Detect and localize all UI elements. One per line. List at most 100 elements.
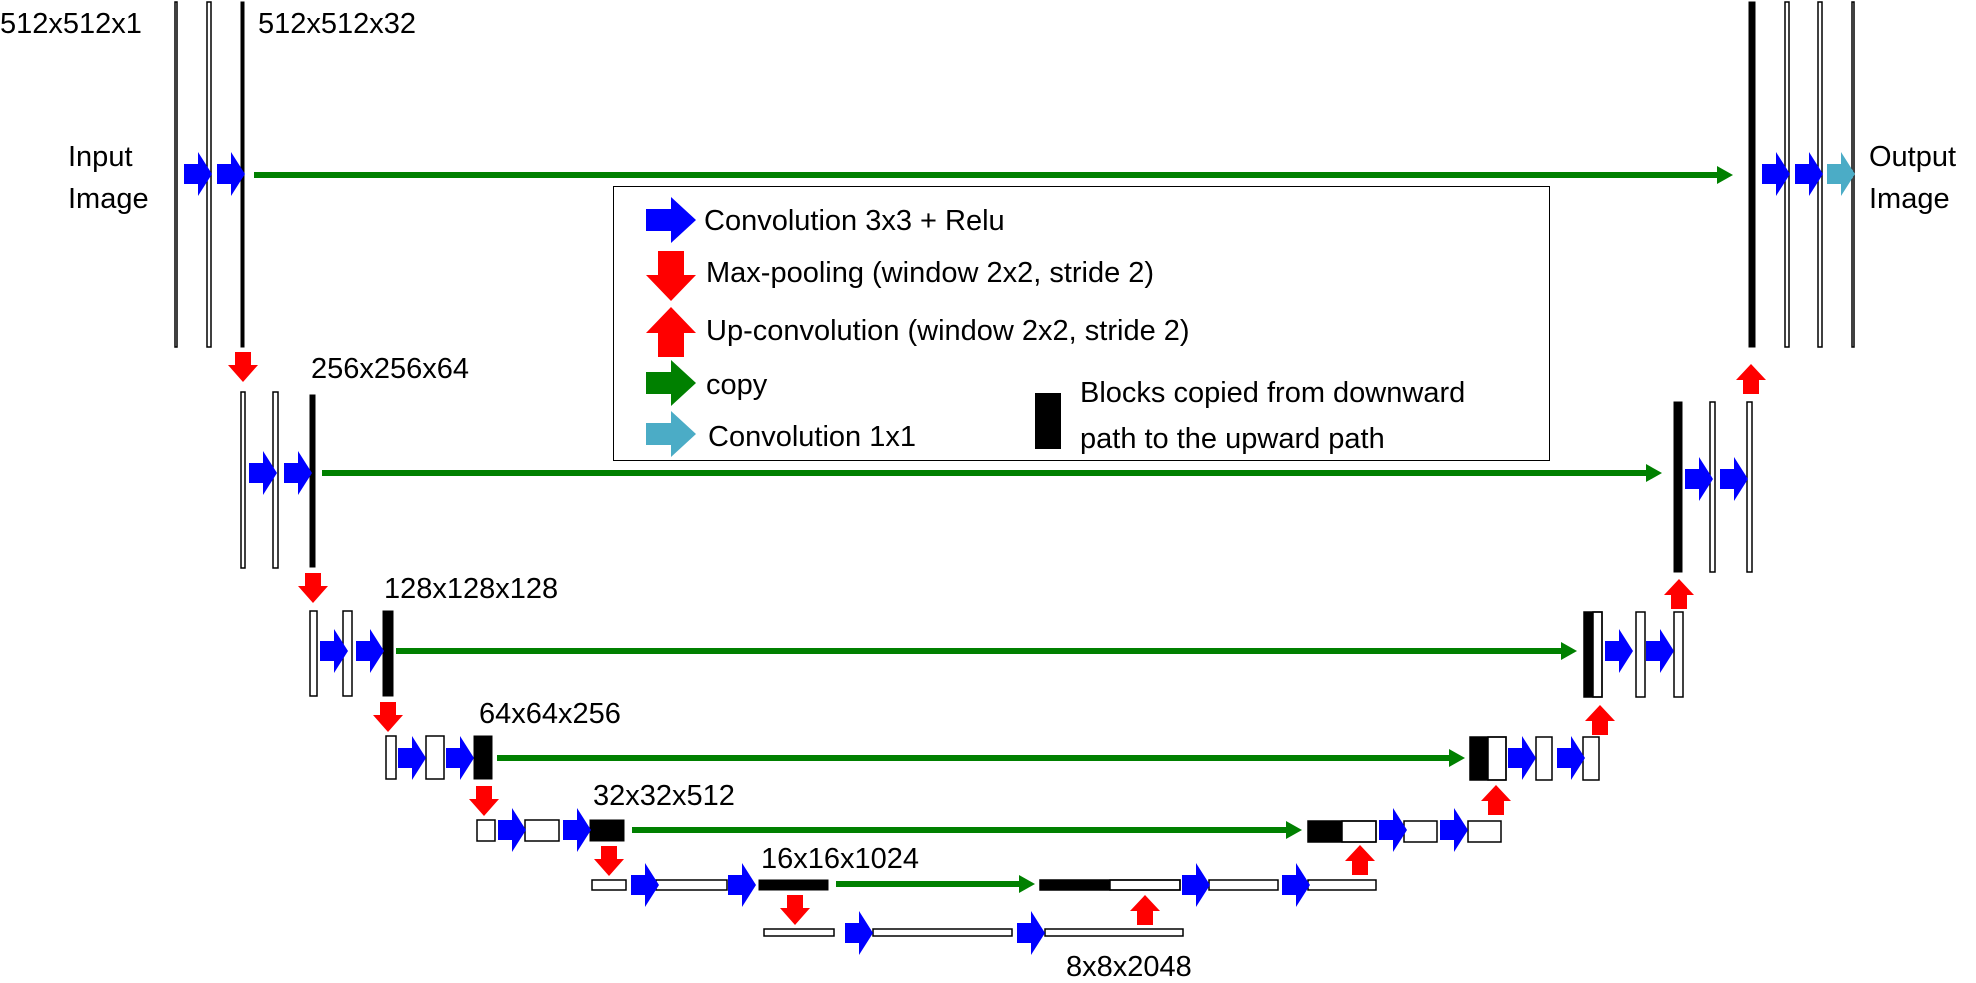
l2-up-conv-arrow-2 xyxy=(1720,457,1748,501)
maxpool-arrow-6 xyxy=(780,895,810,925)
l4-copy-arrow-head xyxy=(1449,749,1465,767)
level4-size-label: 64x64x256 xyxy=(479,698,621,730)
l3-pooled-block xyxy=(309,610,318,697)
l3-conv-arrow-2 xyxy=(356,629,384,673)
l1-input-block xyxy=(174,1,178,348)
level5-size-label: 32x32x512 xyxy=(593,780,735,812)
l7-pooled-block xyxy=(763,928,835,937)
l4-copy-arrow xyxy=(497,749,1465,767)
l4-up-conv1-block xyxy=(1535,736,1553,781)
maxpool-arrow-5 xyxy=(594,846,624,876)
l2-conv2-block xyxy=(309,394,316,568)
l6-copy-arrow xyxy=(836,875,1035,893)
l1-copy-arrow-head xyxy=(1717,166,1733,184)
maxpool-arrow-3 xyxy=(373,702,403,732)
conv1x1-arrow-icon xyxy=(646,411,696,457)
l5-up-conv-arrow-2 xyxy=(1440,808,1468,852)
l6-pooled-block xyxy=(591,879,627,891)
l3-copy-arrow xyxy=(396,642,1577,660)
l3-up-conv1-block xyxy=(1635,611,1646,698)
upconv-arrow-1 xyxy=(1736,364,1766,394)
output-image-label: Output Image xyxy=(1869,136,1956,220)
maxpool-arrow-1 xyxy=(228,352,258,382)
l1-conv1x1-arrow xyxy=(1827,152,1855,196)
l5-up-conv1-block xyxy=(1403,820,1438,843)
l2-copy-arrow-head xyxy=(1646,464,1662,482)
l5-copy-arrow xyxy=(632,821,1302,839)
l4-up-merged-block-copied-half xyxy=(1470,737,1488,780)
legend-maxpool-label: Max-pooling (window 2x2, stride 2) xyxy=(706,257,1155,289)
output-label-line1: Output xyxy=(1869,141,1957,173)
copied-block-swatch xyxy=(1035,393,1061,449)
l4-conv-arrow-2 xyxy=(446,736,474,780)
feature-map-blocks xyxy=(174,1,1855,937)
l3-up-conv-arrow-2 xyxy=(1646,629,1674,673)
l6-up-conv-arrow-1 xyxy=(1182,863,1210,907)
l1-up-merged-block xyxy=(1748,1,1756,348)
legend-copied-line2: path to the upward path xyxy=(1080,423,1385,455)
l6-up-merged-block xyxy=(1039,879,1181,891)
l5-up-merged-block-copied-half xyxy=(1308,821,1342,842)
l2-up-conv1-block xyxy=(1709,401,1716,573)
l6-up-merged-block-outline xyxy=(1039,879,1181,891)
l5-conv2-block xyxy=(589,819,625,842)
maxpool-arrow-4 xyxy=(469,786,499,816)
input-label-line1: Input xyxy=(68,141,133,173)
upconv-arrow-2 xyxy=(1664,579,1694,609)
l5-up-conv-arrow-1 xyxy=(1379,808,1407,852)
legend-box: Convolution 3x3 + Relu Max-pooling (wind… xyxy=(613,186,1550,461)
level6-size-label: 16x16x1024 xyxy=(761,843,920,875)
l3-conv-arrow-1 xyxy=(320,629,348,673)
l4-up-merged-block-outline xyxy=(1469,736,1507,781)
l4-conv-arrow-1 xyxy=(398,736,426,780)
input-image-label: Input Image xyxy=(68,136,149,220)
l5-conv1-block xyxy=(524,819,560,842)
l4-conv2-block xyxy=(473,735,493,780)
legend-upconv-label: Up-convolution (window 2x2, stride 2) xyxy=(706,315,1190,347)
l5-conv-arrow-1 xyxy=(498,808,526,852)
l1-up-conv-arrow-1 xyxy=(1762,152,1790,196)
l6-up-merged-block-upsampled-half xyxy=(1109,879,1181,891)
l7-conv-arrow-1 xyxy=(845,911,873,955)
upconv-arrow-icon xyxy=(646,307,696,357)
l3-up-merged-block xyxy=(1583,611,1603,698)
maxpool-arrow-icon xyxy=(646,251,696,301)
l4-conv1-block xyxy=(425,735,445,780)
l6-up-conv2-block xyxy=(1307,879,1377,891)
l2-up-merged-block xyxy=(1673,401,1683,573)
l2-pooled-block xyxy=(240,391,246,569)
l3-up-conv-arrow-1 xyxy=(1605,629,1633,673)
l4-pooled-block xyxy=(385,735,397,780)
legend-conv3x3-label: Convolution 3x3 + Relu xyxy=(704,205,1005,237)
l6-conv2-block xyxy=(758,879,829,891)
maxpool-arrow-2 xyxy=(298,573,328,603)
l7-conv1-block xyxy=(872,928,1013,937)
l1-up-conv-arrow-2 xyxy=(1795,152,1823,196)
upconv-arrow-5 xyxy=(1345,845,1375,875)
legend-conv1x1-label: Convolution 1x1 xyxy=(708,421,916,453)
l4-up-conv-arrow-1 xyxy=(1508,736,1536,780)
l3-up-merged-block-upsampled-half xyxy=(1592,611,1603,698)
upconv-arrow-3 xyxy=(1585,705,1615,735)
l2-up-conv2-block xyxy=(1746,401,1753,573)
l6-up-conv-arrow-2 xyxy=(1282,863,1310,907)
l3-up-merged-block-copied-half xyxy=(1584,612,1593,697)
level1-size-label: 512x512x32 xyxy=(258,8,417,40)
upconv-arrow-6 xyxy=(1130,895,1160,925)
l5-copy-arrow-head xyxy=(1286,821,1302,839)
operation-arrows xyxy=(184,152,1855,955)
l1-conv-arrow-2 xyxy=(217,152,245,196)
l4-up-merged-block xyxy=(1469,736,1507,781)
l2-up-conv-arrow-1 xyxy=(1685,457,1713,501)
l3-up-merged-block-outline xyxy=(1583,611,1603,698)
l5-up-merged-block-upsampled-half xyxy=(1341,820,1377,843)
input-size-label: 512x512x1 xyxy=(0,8,142,40)
l1-copy-arrow xyxy=(254,166,1733,184)
l4-up-conv-arrow-2 xyxy=(1557,736,1585,780)
l2-copy-arrow xyxy=(322,464,1662,482)
l7-conv2-block xyxy=(1044,928,1184,937)
legend-copied-line1: Blocks copied from downward xyxy=(1080,377,1466,409)
l6-conv-arrow-1 xyxy=(631,863,659,907)
l2-conv1-block xyxy=(272,391,279,569)
